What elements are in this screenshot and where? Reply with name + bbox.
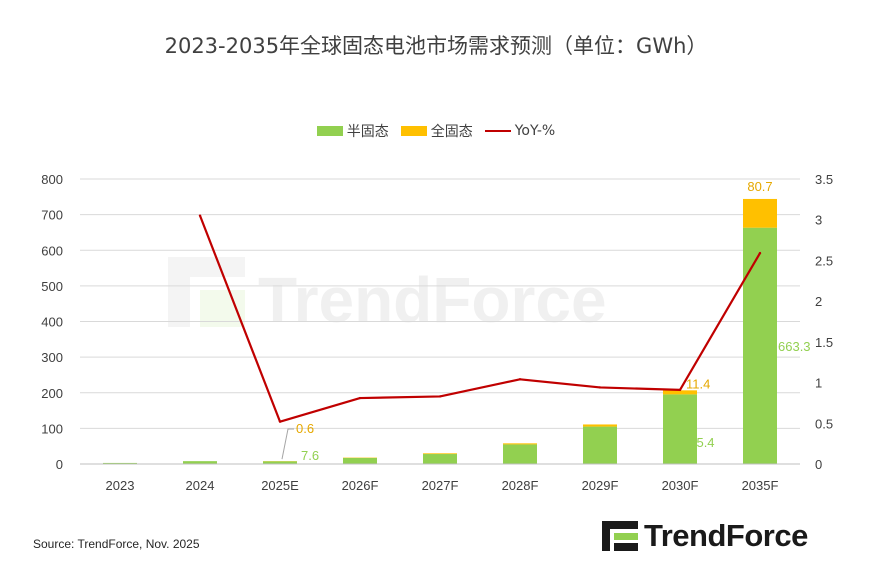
data-label: 11.4 <box>686 376 710 391</box>
data-label: 7.6 <box>301 448 319 463</box>
y-right-tick-label: 2 <box>815 294 822 309</box>
y-left-tick-label: 100 <box>41 421 63 436</box>
axes: 0 100 200 300 400 500 600 700 800 0 0.5 1 1.5 2 2.5 3 3.… <box>41 172 833 493</box>
yoy-point <box>678 388 682 392</box>
y-left-tick-label: 0 <box>56 457 63 472</box>
data-labels: 0.6 7.6 11.4 195.4 80.7 663.3 <box>281 179 811 463</box>
bar-semi-solid <box>503 444 537 464</box>
watermark: TrendForce <box>168 257 607 336</box>
y-left-tick-label: 400 <box>41 315 63 330</box>
bars <box>103 198 777 464</box>
y-left-tick-label: 600 <box>41 243 63 258</box>
data-label: 195.4 <box>682 435 715 450</box>
yoy-point <box>278 420 282 423</box>
y-right-tick-label: 0.5 <box>815 416 833 431</box>
watermark-logo-lower <box>200 290 245 327</box>
y-right-tick-label: 2.5 <box>815 253 833 268</box>
legend-swatch-semi-solid <box>316 126 343 136</box>
yoy-point <box>198 214 202 217</box>
yoy-point <box>598 386 602 389</box>
y-right-tick-label: 1.5 <box>815 335 833 350</box>
y-left-tick-label: 300 <box>41 350 63 365</box>
x-tick-label: 2025E <box>261 478 299 493</box>
legend-label-all-solid: 全固态 <box>430 124 473 140</box>
legend-swatch-yoy <box>484 130 511 132</box>
x-tick-label: 2024 <box>186 478 215 493</box>
watermark-logo-bar <box>168 257 190 327</box>
y-left-tick-label: 500 <box>41 279 63 294</box>
bar-semi-solid <box>103 462 137 464</box>
x-tick-label: 2027F <box>422 478 459 493</box>
source-note: Source: TrendForce, Nov. 2025 <box>33 537 200 551</box>
legend-item-all-solid: 全固态 <box>400 121 473 141</box>
x-tick-label: 2026F <box>342 478 379 493</box>
watermark-logo-top <box>168 257 245 277</box>
legend-label-semi-solid: 半固态 <box>346 124 389 140</box>
bar-semi-solid <box>263 461 297 464</box>
y-left-tick-label: 800 <box>41 172 63 187</box>
y-right-tick-label: 1 <box>815 376 822 391</box>
bar-semi-solid <box>743 227 777 464</box>
y-right-tick-label: 0 <box>815 457 822 472</box>
y-left-tick-label: 700 <box>41 208 63 223</box>
legend-item-semi-solid: 半固态 <box>316 121 389 141</box>
label-leader-line <box>281 428 294 460</box>
brand-logo: TrendForce <box>602 518 808 554</box>
legend-swatch-all-solid <box>400 126 427 136</box>
y-right-tick-label: 3.5 <box>815 172 833 187</box>
x-tick-label: 2028F <box>502 478 539 493</box>
y-left-tick-label: 200 <box>41 386 63 401</box>
chart-title: 2023-2035年全球固态电池市场需求预测（单位：GWh） <box>164 34 708 58</box>
yoy-point <box>358 396 362 400</box>
legend: 半固态 全固态 YoY-% <box>0 121 872 141</box>
yoy-point <box>758 251 762 255</box>
legend-item-yoy: YoY-% <box>484 123 556 139</box>
brand-text: TrendForce <box>644 518 808 553</box>
x-tick-label: 2029F <box>582 478 619 493</box>
data-label: 663.3 <box>778 339 811 354</box>
data-label: 0.6 <box>296 421 314 436</box>
bar-semi-solid <box>343 457 377 464</box>
brand-logo-icon <box>602 521 638 551</box>
legend-label-yoy: YoY-% <box>514 123 556 139</box>
bar-all-solid <box>423 453 457 455</box>
data-label: 80.7 <box>747 179 772 194</box>
x-tick-label: 2035F <box>742 478 779 493</box>
bar-all-solid <box>503 443 537 445</box>
x-tick-label: 2023 <box>106 478 135 493</box>
bar-semi-solid <box>583 426 617 464</box>
bar-semi-solid <box>663 394 697 464</box>
yoy-polyline <box>198 215 761 423</box>
yoy-line <box>198 214 762 423</box>
bar-all-solid <box>743 198 777 228</box>
yoy-point <box>438 395 442 398</box>
y-right-tick-label: 3 <box>815 213 822 228</box>
bar-semi-solid <box>423 454 457 464</box>
x-tick-label: 2030F <box>662 478 699 493</box>
bar-all-solid <box>663 390 697 395</box>
bar-semi-solid <box>183 461 217 464</box>
bar-all-solid <box>583 424 617 427</box>
yoy-point <box>518 378 522 381</box>
watermark-text: TrendForce <box>258 264 607 336</box>
